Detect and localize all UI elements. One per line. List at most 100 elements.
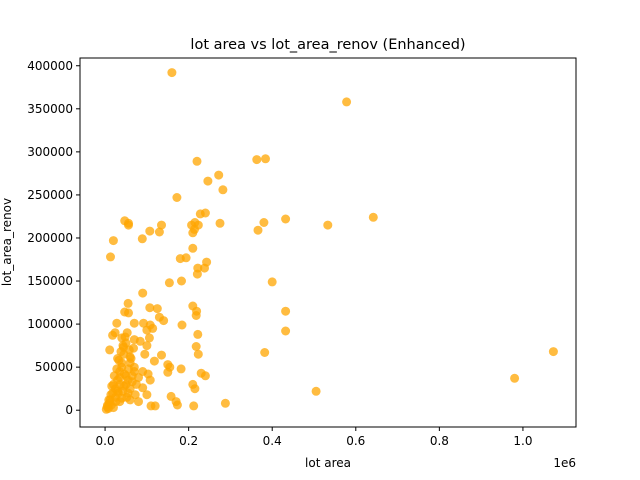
data-point [118,341,128,351]
data-point [103,400,113,410]
data-point [112,318,122,328]
y-tick-label: 250000 [27,188,73,202]
data-point [135,336,145,346]
data-point [144,333,154,343]
data-point [137,234,147,244]
data-point [200,263,209,273]
data-point [215,218,225,228]
data-point [261,154,270,164]
data-point [218,185,228,195]
data-point [548,347,558,357]
data-point [150,401,160,411]
y-axis-label: lot_area_renov [0,198,14,286]
data-point [267,277,277,287]
data-point [108,330,118,340]
data-point [163,367,173,377]
data-point [164,278,174,288]
data-point [114,355,124,365]
x-axis-offset-label: 1e6 [553,456,576,470]
x-axis: 0.0 0.2 0.4 0.6 0.8 1.0 [96,427,532,448]
data-point [191,311,201,320]
data-point [145,303,155,313]
data-point [105,345,115,355]
x-tick-label: 0.6 [346,434,365,448]
data-point [140,349,150,359]
data-point [124,308,133,318]
data-point [134,397,143,407]
data-point [122,328,132,338]
data-point [131,379,141,389]
data-point [126,354,136,363]
data-point [145,375,155,385]
data-point [189,401,199,411]
data-point [193,329,203,339]
data-point [191,342,201,351]
data-point [152,304,162,314]
data-point [167,68,177,78]
data-point [129,343,138,353]
data-point [200,371,210,381]
data-point [127,371,137,381]
x-tick-label: 0.2 [179,434,198,448]
data-point [203,176,213,186]
data-point [192,156,202,166]
data-point [112,364,122,374]
y-tick-label: 400000 [27,59,73,73]
data-point [192,269,202,279]
data-point [190,224,199,234]
data-point [220,398,230,408]
y-tick-label: 300000 [27,145,73,159]
data-point [252,155,262,165]
data-point [188,243,198,253]
y-tick-label: 100000 [27,317,73,331]
data-point [281,306,291,316]
data-point [177,276,186,286]
data-point [253,225,263,235]
y-tick-label: 50000 [35,360,73,374]
data-point [115,379,125,389]
data-point [142,325,152,335]
data-point [281,326,291,336]
data-point [124,364,133,374]
y-tick-label: 0 [65,403,73,417]
data-point [129,318,139,328]
data-point [159,316,169,326]
data-point [190,384,200,394]
data-point [125,384,135,394]
data-point [154,227,164,237]
data-point [157,350,166,360]
data-point [108,236,118,246]
data-point [195,209,205,219]
data-point [260,348,270,357]
data-point [149,356,159,366]
data-point [145,226,155,236]
data-point [172,193,182,202]
y-axis: 0 50000 100000 150000 200000 250000 300000 3500… [27,59,80,417]
x-axis-label: lot area [305,456,351,470]
x-tick-label: 1.0 [513,434,532,448]
data-point [111,397,121,407]
y-tick-label: 150000 [27,274,73,288]
plot-frame [79,57,577,428]
data-point [311,386,321,396]
data-point [172,400,182,410]
data-point [510,373,520,383]
chart-title: lot area vs lot_area_renov (Enhanced) [190,37,465,53]
data-point [109,371,119,381]
data-point [157,220,166,230]
data-point [124,220,133,230]
data-point [123,298,133,308]
data-point [122,392,132,402]
data-point [368,212,378,222]
data-point [342,97,352,107]
data-point [176,364,186,374]
data-point [259,218,269,227]
data-point [142,390,152,400]
data-point [193,349,203,359]
points-layer [101,68,558,414]
data-point [142,341,152,351]
x-tick-label: 0.4 [263,434,282,448]
data-point [323,220,333,230]
